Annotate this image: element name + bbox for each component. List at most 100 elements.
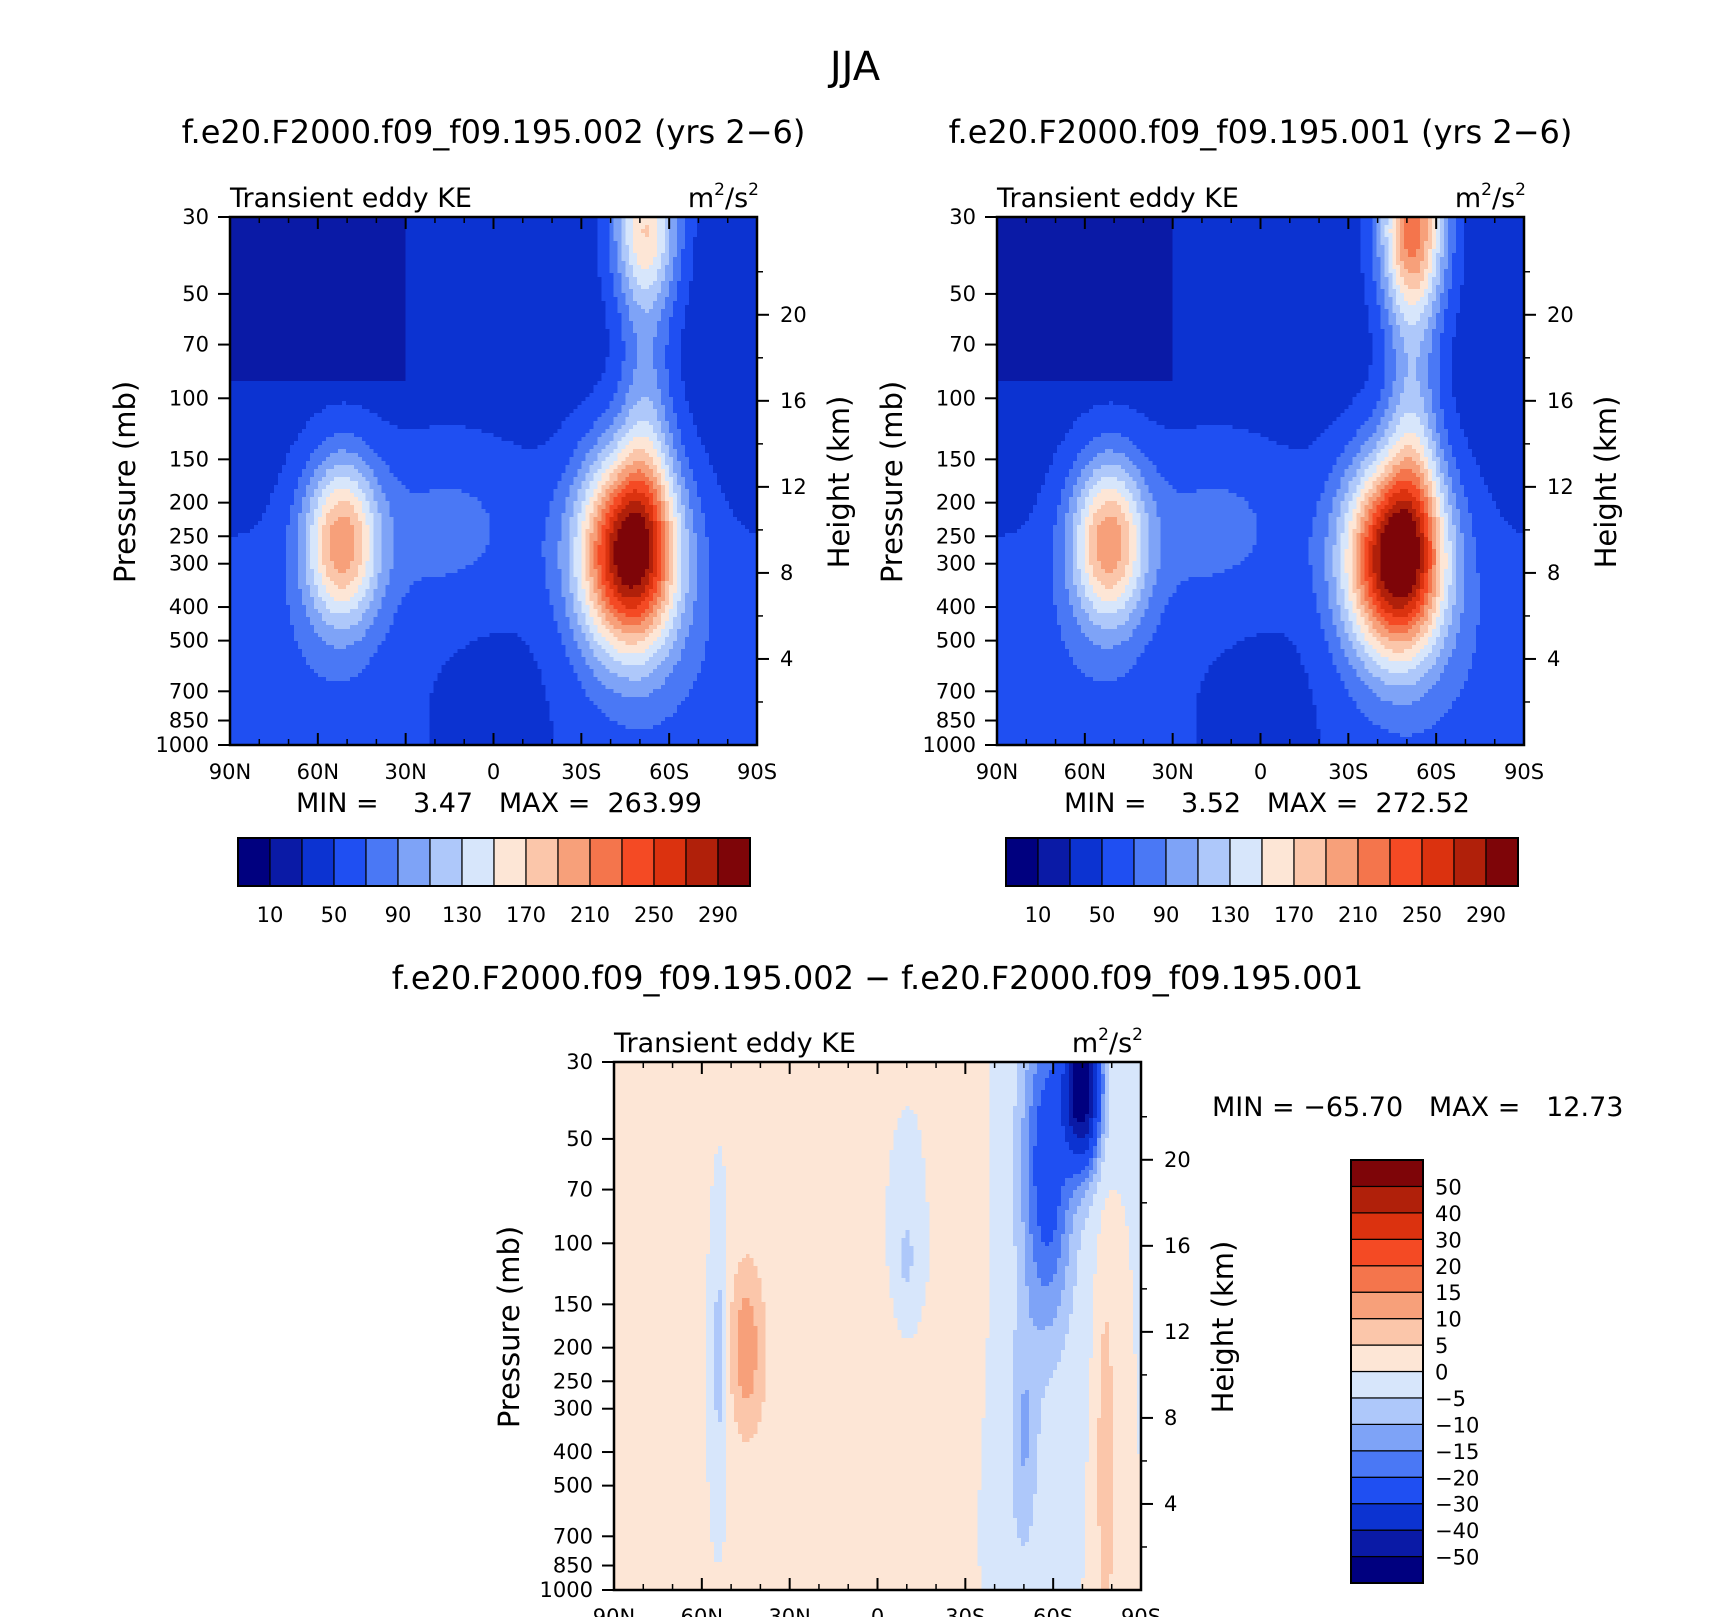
contour-cell: [621, 285, 626, 290]
contour-cell: [597, 225, 602, 230]
contour-cell: [673, 277, 678, 282]
contour-cell: [302, 233, 307, 238]
contour-cell: [581, 253, 586, 258]
contour-cell: [358, 261, 363, 266]
contour-cell: [382, 237, 387, 242]
contour-cell: [338, 241, 343, 246]
contour-cell: [262, 225, 267, 230]
contour-cell: [541, 241, 546, 246]
contour-cell: [454, 233, 459, 238]
contour-cell: [270, 257, 275, 262]
contour-cell: [721, 249, 726, 254]
contour-cell: [330, 245, 335, 250]
contour-cell: [693, 261, 698, 266]
contour-cell: [681, 261, 686, 266]
contour-cell: [434, 253, 439, 258]
contour-cell: [358, 225, 363, 230]
contour-cell: [653, 273, 658, 278]
contour-cell: [358, 269, 363, 274]
contour-cell: [294, 273, 299, 278]
contour-cell: [569, 229, 574, 234]
contour-cell: [741, 297, 746, 302]
contour-cell: [653, 233, 658, 238]
contour-cell: [278, 281, 283, 286]
contour-cell: [645, 225, 650, 230]
contour-cell: [350, 257, 355, 262]
contour-cell: [677, 297, 682, 302]
contour-cell: [266, 249, 271, 254]
contour-cell: [709, 273, 714, 278]
contour-cell: [342, 265, 347, 270]
contour-cell: [501, 277, 506, 282]
contour-cell: [434, 265, 439, 270]
contour-cell: [533, 241, 538, 246]
contour-cell: [529, 277, 534, 282]
contour-cell: [609, 261, 614, 266]
contour-cell: [246, 273, 251, 278]
contour-cell: [314, 245, 319, 250]
contour-cell: [426, 225, 431, 230]
contour-cell: [525, 261, 530, 266]
contour-cell: [234, 285, 239, 290]
contour-cell: [434, 301, 439, 306]
contour-cell: [601, 297, 606, 302]
contour-cell: [410, 273, 415, 278]
contour-cell: [366, 233, 371, 238]
contour-cell: [398, 241, 403, 246]
contour-cell: [294, 233, 299, 238]
contour-cell: [705, 233, 710, 238]
contour-cell: [410, 269, 415, 274]
contour-cell: [633, 293, 638, 298]
contour-cell: [286, 265, 291, 270]
contour-cell: [330, 277, 335, 282]
contour-cell: [270, 225, 275, 230]
contour-cell: [693, 245, 698, 250]
contour-cell: [637, 241, 642, 246]
contour-cell: [470, 301, 475, 306]
contour-cell: [681, 233, 686, 238]
contour-cell: [286, 225, 291, 230]
contour-cell: [462, 301, 467, 306]
contour-cell: [330, 241, 335, 246]
contour-cell: [705, 253, 710, 258]
contour-cell: [282, 281, 287, 286]
contour-cell: [697, 301, 702, 306]
contour-cell: [422, 285, 427, 290]
contour-cell: [521, 261, 526, 266]
contour-cell: [390, 273, 395, 278]
contour-cell: [418, 249, 423, 254]
contour-cell: [242, 265, 247, 270]
contour-cell: [478, 257, 483, 262]
contour-cell: [378, 241, 383, 246]
contour-cell: [693, 289, 698, 294]
contour-cell: [246, 265, 251, 270]
contour-cell: [262, 253, 267, 258]
contour-cell: [266, 229, 271, 234]
contour-cell: [601, 285, 606, 290]
contour-cell: [605, 297, 610, 302]
contour-cell: [350, 237, 355, 242]
contour-cell: [553, 225, 558, 230]
contour-cell: [250, 225, 255, 230]
contour-cell: [322, 265, 327, 270]
contour-cell: [242, 293, 247, 298]
contour-cell: [577, 237, 582, 242]
contour-cell: [617, 301, 622, 306]
contour-cell: [258, 229, 263, 234]
contour-cell: [505, 257, 510, 262]
contour-cell: [286, 249, 291, 254]
contour-cell: [661, 269, 666, 274]
contour-cell: [410, 249, 415, 254]
contour-cell: [306, 245, 311, 250]
contour-cell: [250, 281, 255, 286]
contour-cell: [346, 249, 351, 254]
contour-cell: [258, 261, 263, 266]
contour-cell: [390, 221, 395, 226]
contour-cell: [661, 229, 666, 234]
contour-cell: [653, 285, 658, 290]
contour-cell: [681, 249, 686, 254]
contour-cell: [513, 289, 518, 294]
contour-cell: [386, 277, 391, 282]
contour-cell: [681, 273, 686, 278]
contour-cell: [414, 265, 419, 270]
